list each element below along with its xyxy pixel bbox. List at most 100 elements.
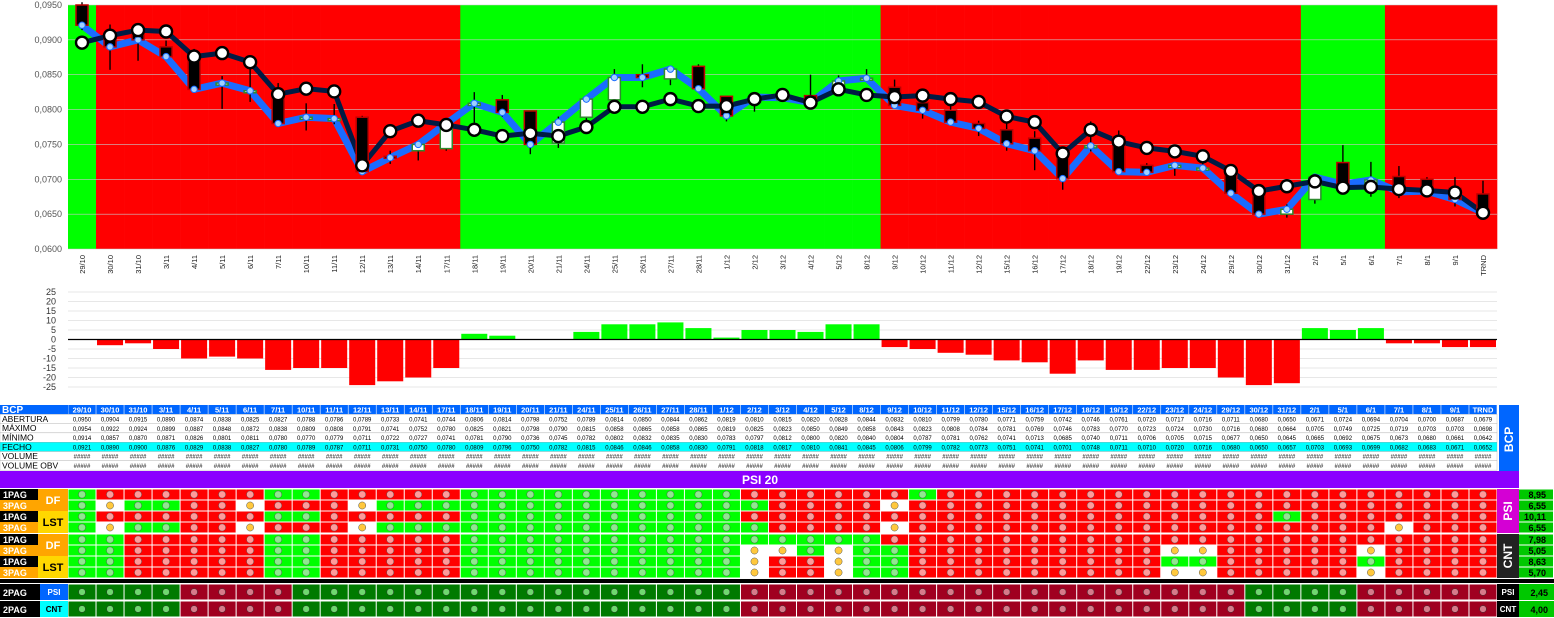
table-cell: 0,0783	[717, 436, 736, 442]
date-tick-label: 9/1	[1451, 255, 1460, 265]
signal-dot	[1283, 535, 1291, 544]
average-marker	[495, 128, 510, 144]
table-date-label: 7/11	[271, 406, 285, 415]
signal-row-label-bg	[0, 511, 38, 522]
signal-dot	[1002, 490, 1011, 499]
trend-band	[852, 5, 881, 249]
momentum-bar	[153, 339, 180, 349]
table-cell: 0,0723	[1138, 427, 1157, 433]
signal-dot	[1114, 535, 1123, 544]
table-cell: 0,0791	[353, 427, 372, 433]
signal-dot	[1170, 523, 1179, 532]
table-cell: 0,0787	[325, 445, 344, 451]
signal-dot	[918, 523, 927, 532]
signal-dot	[470, 501, 479, 510]
table-cell: 0,0821	[493, 427, 512, 433]
momentum-bar	[1329, 330, 1356, 340]
signal-dot	[638, 546, 647, 555]
signal-dot	[1423, 490, 1431, 499]
table-cell: #####	[1279, 464, 1296, 470]
signal-dot	[1030, 501, 1039, 510]
signal-dot	[554, 512, 563, 521]
bottom-signal-dot	[190, 605, 198, 613]
momentum-bar	[881, 339, 908, 348]
date-tick-label: 18/12	[1087, 255, 1096, 274]
signal-dot	[162, 568, 170, 577]
signal-dot	[722, 512, 731, 521]
signal-dot	[218, 501, 226, 510]
table-cell: 0,0835	[661, 436, 680, 442]
score-bg	[1519, 500, 1553, 511]
date-tick-label: 24/11	[582, 255, 591, 273]
signal-dot	[386, 535, 395, 544]
table-cell: #####	[914, 455, 931, 461]
signal-dot	[890, 523, 899, 532]
bottom-signal-dot	[1227, 588, 1235, 596]
bottom-signal-dot	[162, 605, 170, 613]
table-date-cell	[1133, 405, 1161, 415]
momentum-bar	[433, 339, 460, 368]
signal-dot	[274, 568, 282, 577]
signal-dot	[750, 523, 759, 532]
signal-dot	[470, 512, 479, 521]
table-cell: 0,0671	[1446, 445, 1465, 451]
signal-dot	[778, 512, 787, 521]
average-marker	[1139, 140, 1154, 156]
close-marker	[918, 106, 927, 114]
table-date-cell	[460, 405, 488, 415]
bottom-signal-dot	[386, 588, 394, 596]
signal-dot	[302, 568, 311, 577]
table-cell: #####	[102, 464, 119, 470]
table-cell: 0,0872	[241, 427, 260, 433]
table-date-cell	[880, 405, 909, 415]
bottom-signal-dot	[442, 588, 450, 596]
signal-dot	[1030, 568, 1039, 577]
signal-dot	[666, 546, 675, 555]
signal-row-label: 3PAG	[3, 501, 27, 511]
momentum-bar	[1217, 339, 1244, 378]
signal-dot	[1030, 557, 1039, 566]
date-tick-label: TRND	[1479, 254, 1488, 275]
signal-dot	[1226, 490, 1235, 499]
table-date-label: 11/12	[941, 406, 959, 415]
table-cell: 0,0693	[1334, 445, 1353, 451]
momentum-bar	[657, 322, 684, 340]
table-date-label: 30/10	[101, 406, 120, 415]
signal-dot	[190, 501, 198, 510]
signal-dot	[890, 501, 899, 510]
table-date-label: 23/12	[1165, 406, 1184, 415]
signal-dot	[806, 557, 815, 566]
bottom-signal-dot	[974, 588, 983, 596]
table-cell: #####	[802, 464, 819, 470]
signal-dot	[1423, 568, 1431, 577]
signal-dot	[778, 535, 787, 544]
table-cell: 0,0789	[297, 445, 316, 451]
table-cell: 0,0742	[1054, 418, 1073, 424]
signal-row-label: 3PAG	[3, 523, 27, 533]
signal-dot	[554, 501, 563, 510]
table-cell: #####	[74, 455, 91, 461]
close-marker	[1002, 140, 1011, 148]
bottom-signal-dot	[1423, 605, 1431, 613]
signal-dot	[1030, 535, 1039, 544]
table-date-cell	[1189, 405, 1217, 415]
table-cell: 0,0825	[241, 418, 260, 424]
table-cell: 0,0790	[493, 436, 512, 442]
signal-dot	[862, 490, 871, 499]
table-cell: 0,0687	[1446, 418, 1465, 424]
table-cell: 0,0900	[129, 445, 148, 451]
table-date-label: 17/12	[1053, 406, 1072, 415]
bottom-signal-dot	[78, 605, 86, 613]
bottom-signal-dot	[106, 605, 114, 613]
signal-dot	[134, 523, 142, 532]
table-cell: 0,0661	[1446, 436, 1465, 442]
bottom-signal-dot	[1031, 605, 1039, 613]
signal-dot	[498, 546, 507, 555]
date-tick-label: 10/11	[302, 255, 311, 273]
table-cell: #####	[1250, 464, 1267, 470]
table-cell: #####	[298, 464, 315, 470]
close-marker	[498, 108, 507, 117]
average-marker	[1027, 114, 1042, 130]
table-cell: #####	[410, 455, 427, 461]
signal-dot	[274, 501, 282, 510]
